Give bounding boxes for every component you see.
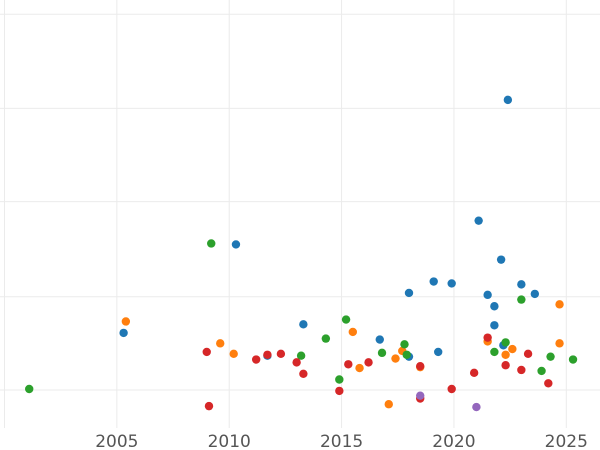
data-point [416, 391, 425, 400]
data-point [121, 317, 131, 326]
data-point [216, 339, 225, 348]
data-point [537, 366, 546, 376]
data-point [474, 216, 483, 225]
data-point [472, 402, 481, 412]
data-point [344, 360, 353, 369]
data-point [119, 328, 128, 338]
data-point [517, 280, 526, 289]
data-point [508, 344, 517, 354]
data-point [355, 363, 364, 373]
data-point [377, 348, 387, 358]
data-point [429, 277, 438, 286]
data-point [251, 355, 261, 364]
data-point [490, 302, 499, 311]
data-point [447, 279, 456, 288]
data-point [523, 349, 533, 359]
data-point [299, 320, 308, 329]
data-point [229, 349, 238, 359]
data-point [348, 327, 358, 337]
data-point [400, 340, 409, 349]
data-point [501, 338, 510, 347]
data-point [434, 347, 443, 357]
data-point [447, 384, 456, 394]
data-point [483, 290, 492, 300]
data-point [296, 351, 306, 360]
data-point [546, 352, 555, 361]
x-tick-label: 2025 [545, 432, 588, 450]
data-point [402, 350, 411, 359]
data-point [517, 295, 526, 304]
data-point [375, 335, 384, 344]
data-point [231, 240, 241, 249]
data-point [503, 95, 513, 105]
data-point [292, 358, 301, 367]
data-point [341, 315, 351, 324]
x-tick-label: 2005 [95, 432, 138, 450]
data-point [544, 379, 553, 388]
data-point [391, 354, 400, 363]
x-tick-label: 2020 [432, 432, 475, 450]
x-axis-ticks: 2005 2010 2015 2020 2025 [95, 432, 588, 450]
data-point [202, 347, 211, 357]
data-point [25, 384, 34, 394]
x-tick-label: 2010 [208, 432, 251, 450]
data-point [204, 401, 214, 411]
data-point [335, 386, 344, 396]
data-point [416, 361, 425, 371]
data-point [490, 347, 499, 357]
data-point [299, 369, 308, 378]
data-point [530, 289, 540, 299]
data-point [384, 400, 393, 409]
data-point [276, 349, 286, 359]
data-point [490, 321, 499, 330]
data-point [263, 350, 272, 359]
data-point [555, 300, 564, 309]
data-point [404, 288, 414, 298]
data-point [483, 333, 492, 342]
data-point [555, 339, 564, 348]
data-points [25, 95, 578, 412]
data-point [207, 239, 216, 248]
grid [0, 0, 600, 428]
data-point [517, 365, 526, 375]
x-tick-label: 2015 [320, 432, 363, 450]
data-point [321, 334, 331, 343]
data-point [496, 255, 506, 264]
data-point [568, 355, 578, 364]
data-point [501, 361, 510, 370]
data-point [364, 358, 373, 367]
data-point [335, 375, 344, 384]
data-point [501, 350, 510, 359]
data-point [469, 368, 479, 378]
